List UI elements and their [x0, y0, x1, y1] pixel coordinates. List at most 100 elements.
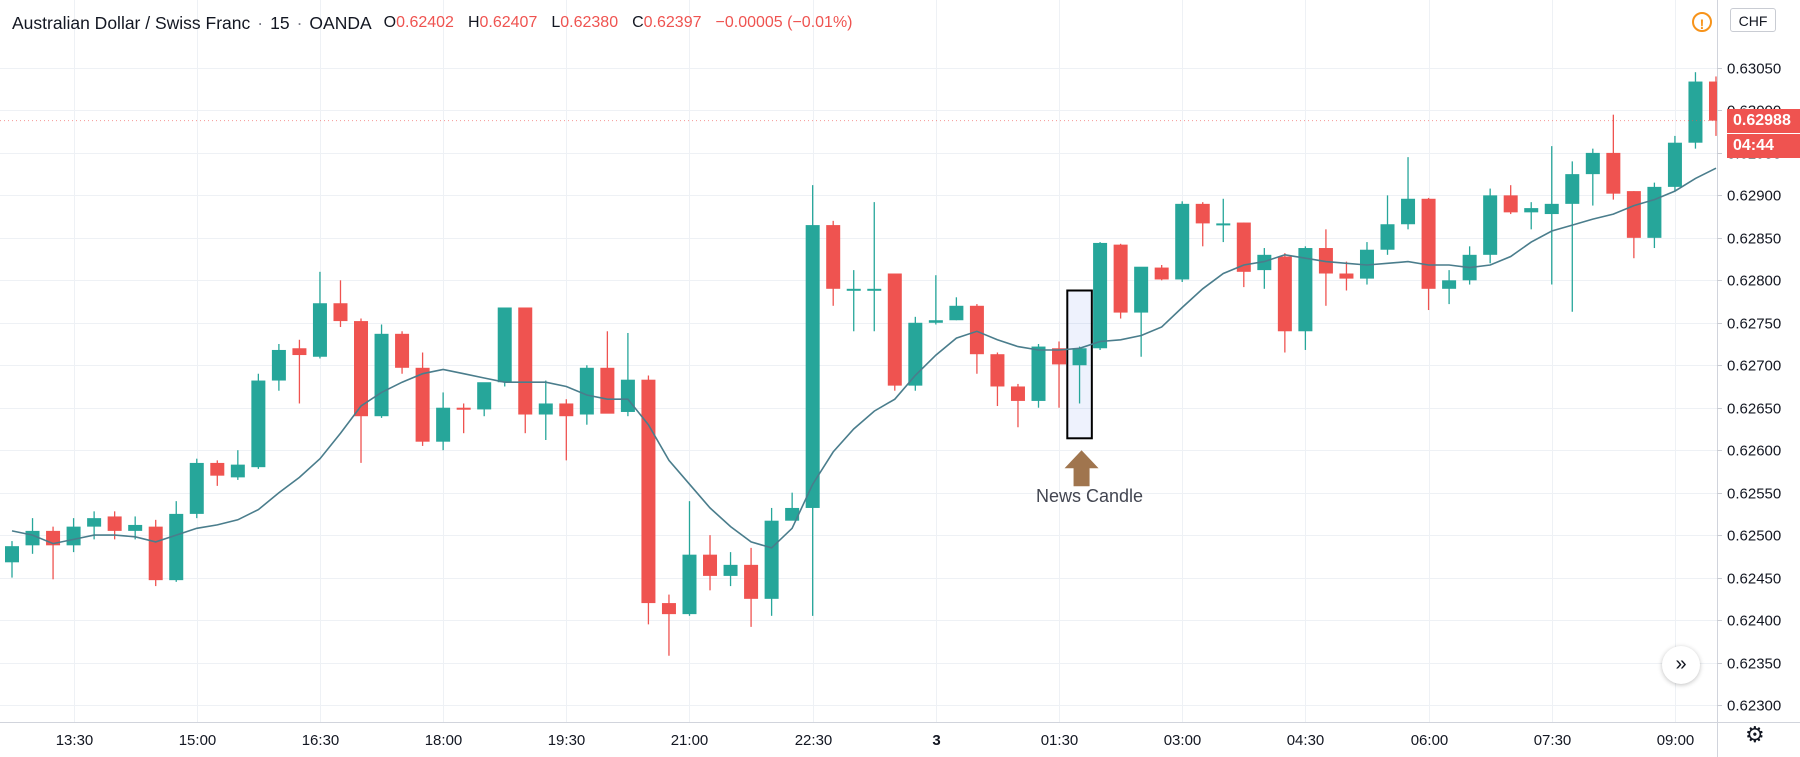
currency-button[interactable]: CHF	[1730, 8, 1776, 32]
candle-body-up	[785, 507, 800, 521]
candle[interactable]	[436, 392, 451, 451]
candle[interactable]	[1134, 266, 1149, 357]
candle[interactable]	[1277, 253, 1292, 353]
candle-body-up	[1298, 248, 1313, 332]
candle[interactable]	[703, 535, 718, 591]
candle[interactable]	[1113, 243, 1128, 319]
candle[interactable]	[25, 518, 40, 554]
candle[interactable]	[1667, 135, 1682, 192]
candle[interactable]	[764, 507, 779, 616]
candle[interactable]	[1339, 261, 1354, 291]
candle[interactable]	[395, 331, 410, 374]
candle-body-down	[1113, 244, 1128, 313]
candle[interactable]	[1052, 341, 1067, 408]
candle[interactable]	[1647, 182, 1662, 249]
ohlc-values: O0.62402 H0.62407 L0.62380 C0.62397	[384, 14, 702, 32]
candle[interactable]	[1483, 188, 1498, 264]
candle[interactable]	[1195, 202, 1210, 247]
candle[interactable]	[189, 458, 204, 519]
candle[interactable]	[477, 382, 492, 417]
candle-body-up	[1544, 203, 1559, 215]
candle[interactable]	[497, 307, 512, 387]
candle[interactable]	[1442, 270, 1457, 305]
candle[interactable]	[66, 518, 81, 553]
candle[interactable]	[641, 375, 656, 625]
candle[interactable]	[1380, 195, 1395, 255]
candle[interactable]	[1585, 148, 1600, 206]
candle[interactable]	[1298, 246, 1313, 350]
interval-label[interactable]: 15	[270, 12, 290, 33]
candle[interactable]	[1401, 157, 1416, 230]
candle[interactable]	[518, 307, 533, 434]
candle[interactable]	[292, 339, 307, 404]
candle[interactable]	[538, 380, 553, 440]
candle[interactable]	[846, 270, 861, 332]
candle-body-up	[1031, 346, 1046, 401]
candle[interactable]	[210, 460, 225, 486]
candle[interactable]	[1524, 202, 1539, 230]
candle[interactable]	[1093, 242, 1108, 350]
price-tick-label: 0.62900	[1727, 188, 1781, 205]
candle[interactable]	[169, 501, 184, 582]
candle[interactable]	[867, 202, 882, 332]
candle[interactable]	[1175, 201, 1190, 283]
candle[interactable]	[374, 324, 389, 418]
price-tick-label: 0.62800	[1727, 273, 1781, 290]
candle[interactable]	[354, 318, 369, 463]
candle[interactable]	[415, 352, 430, 446]
candle[interactable]	[559, 399, 574, 461]
candle[interactable]	[1318, 229, 1333, 306]
candle[interactable]	[46, 526, 61, 580]
candle[interactable]	[148, 519, 163, 587]
candle-body-up	[5, 546, 19, 563]
candle[interactable]	[887, 273, 902, 391]
candle[interactable]	[1031, 344, 1046, 408]
candle[interactable]	[456, 403, 471, 434]
candle[interactable]	[682, 501, 697, 616]
symbol-name[interactable]: Australian Dollar / Swiss Franc	[12, 12, 251, 33]
candle[interactable]	[1257, 248, 1272, 289]
candle[interactable]	[1544, 146, 1559, 285]
candle-body-up	[928, 320, 943, 323]
candle[interactable]	[1010, 383, 1025, 428]
candle[interactable]	[312, 271, 327, 359]
gear-icon[interactable]: ⚙	[1745, 722, 1765, 747]
candle[interactable]	[1072, 346, 1087, 404]
candle[interactable]	[1216, 198, 1231, 243]
candle[interactable]	[1154, 265, 1169, 281]
candle[interactable]	[333, 280, 348, 328]
candle[interactable]	[271, 344, 286, 391]
candle[interactable]	[744, 547, 759, 627]
candle[interactable]	[5, 541, 19, 578]
candle[interactable]	[826, 220, 841, 306]
candle[interactable]	[128, 516, 143, 540]
candle[interactable]	[1626, 191, 1641, 259]
candle[interactable]	[1565, 161, 1580, 312]
candle[interactable]	[620, 332, 635, 417]
time-axis-panel[interactable]	[0, 722, 1717, 757]
candle[interactable]	[805, 185, 820, 616]
candle[interactable]	[251, 373, 266, 469]
candle[interactable]	[1236, 222, 1251, 288]
candle[interactable]	[785, 492, 800, 521]
candle[interactable]	[1359, 242, 1374, 285]
candle[interactable]	[230, 450, 245, 480]
warning-icon[interactable]: !	[1692, 12, 1712, 32]
candle[interactable]	[908, 316, 923, 391]
candle[interactable]	[600, 331, 615, 414]
scroll-to-realtime-button[interactable]: »	[1662, 646, 1700, 684]
candle[interactable]	[1688, 72, 1703, 149]
candle[interactable]	[1606, 114, 1621, 200]
candle[interactable]	[1503, 185, 1518, 215]
candle[interactable]	[949, 297, 964, 321]
candle[interactable]	[1421, 197, 1436, 311]
candle[interactable]	[723, 552, 738, 587]
candle[interactable]	[990, 352, 1005, 407]
candle-body-up	[1442, 280, 1457, 289]
candle[interactable]	[661, 594, 676, 656]
candle[interactable]	[1462, 246, 1477, 285]
candle[interactable]	[928, 275, 943, 325]
candle[interactable]	[969, 304, 984, 374]
